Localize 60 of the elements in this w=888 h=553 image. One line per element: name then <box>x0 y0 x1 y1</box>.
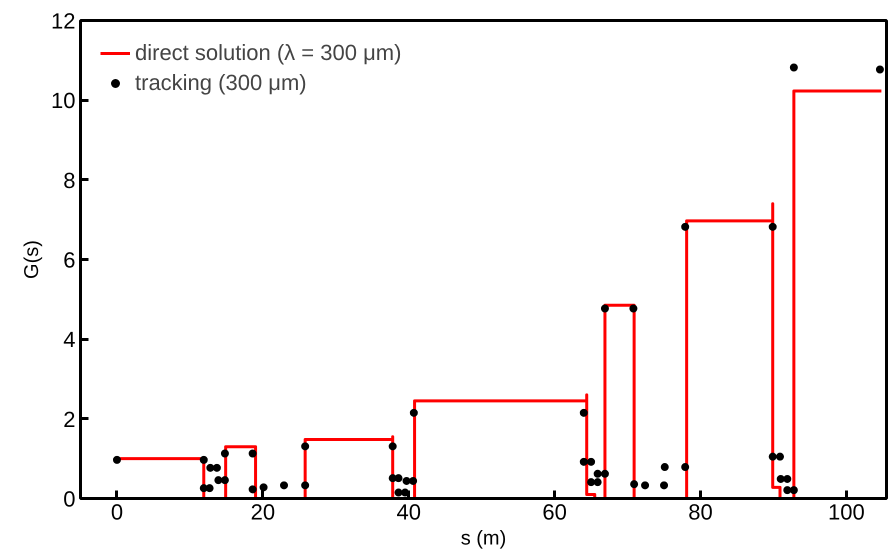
point <box>260 483 268 492</box>
x-tick-label: 80 <box>688 500 713 524</box>
point <box>790 64 798 72</box>
point <box>580 458 588 466</box>
point <box>212 464 221 472</box>
point <box>776 452 784 461</box>
y-tick-label: 10 <box>51 88 76 114</box>
point <box>681 222 690 231</box>
point <box>301 481 310 490</box>
point <box>776 474 785 483</box>
point <box>660 481 668 490</box>
point <box>394 474 403 482</box>
point <box>783 474 792 483</box>
point <box>248 449 257 458</box>
point <box>200 456 208 464</box>
point <box>388 442 397 450</box>
point <box>630 480 638 488</box>
point <box>112 456 121 464</box>
point <box>214 476 222 484</box>
point <box>206 484 214 492</box>
point <box>410 408 418 417</box>
point <box>280 481 288 490</box>
point <box>641 481 650 490</box>
y-axis-title: G(s) <box>21 240 44 279</box>
point <box>220 476 229 484</box>
x-tick-label: 40 <box>396 500 421 524</box>
point <box>768 452 777 461</box>
x-tick-label: 100 <box>828 500 865 524</box>
point <box>402 476 411 485</box>
point <box>206 464 214 472</box>
point <box>220 449 229 458</box>
point <box>600 470 609 478</box>
point <box>768 222 777 231</box>
point <box>594 478 602 486</box>
point <box>876 66 884 74</box>
y-tick-label: 12 <box>51 8 76 34</box>
x-tick-label: 60 <box>542 500 567 524</box>
point <box>394 488 403 497</box>
point <box>783 486 792 494</box>
x-tick-label: 20 <box>250 500 276 524</box>
point <box>580 408 588 417</box>
point <box>594 470 602 478</box>
legend-label: direct solution (λ = 300 μm) <box>135 40 402 66</box>
x-axis-title: s (m) <box>460 528 506 550</box>
point <box>629 304 638 312</box>
point <box>248 485 257 494</box>
point <box>660 463 669 472</box>
legend-label: tracking (300 μm) <box>135 70 307 96</box>
x-tick-label: 0 <box>110 500 124 524</box>
point <box>587 478 596 486</box>
point <box>600 304 609 312</box>
y-tick-label: 8 <box>63 168 76 193</box>
y-tick-label: 6 <box>63 248 76 272</box>
point <box>587 458 596 466</box>
y-tick-label: 4 <box>63 327 76 352</box>
point <box>790 486 798 494</box>
y-tick-label: 2 <box>63 406 76 432</box>
point <box>681 463 690 472</box>
point <box>409 476 418 485</box>
point <box>301 442 310 450</box>
